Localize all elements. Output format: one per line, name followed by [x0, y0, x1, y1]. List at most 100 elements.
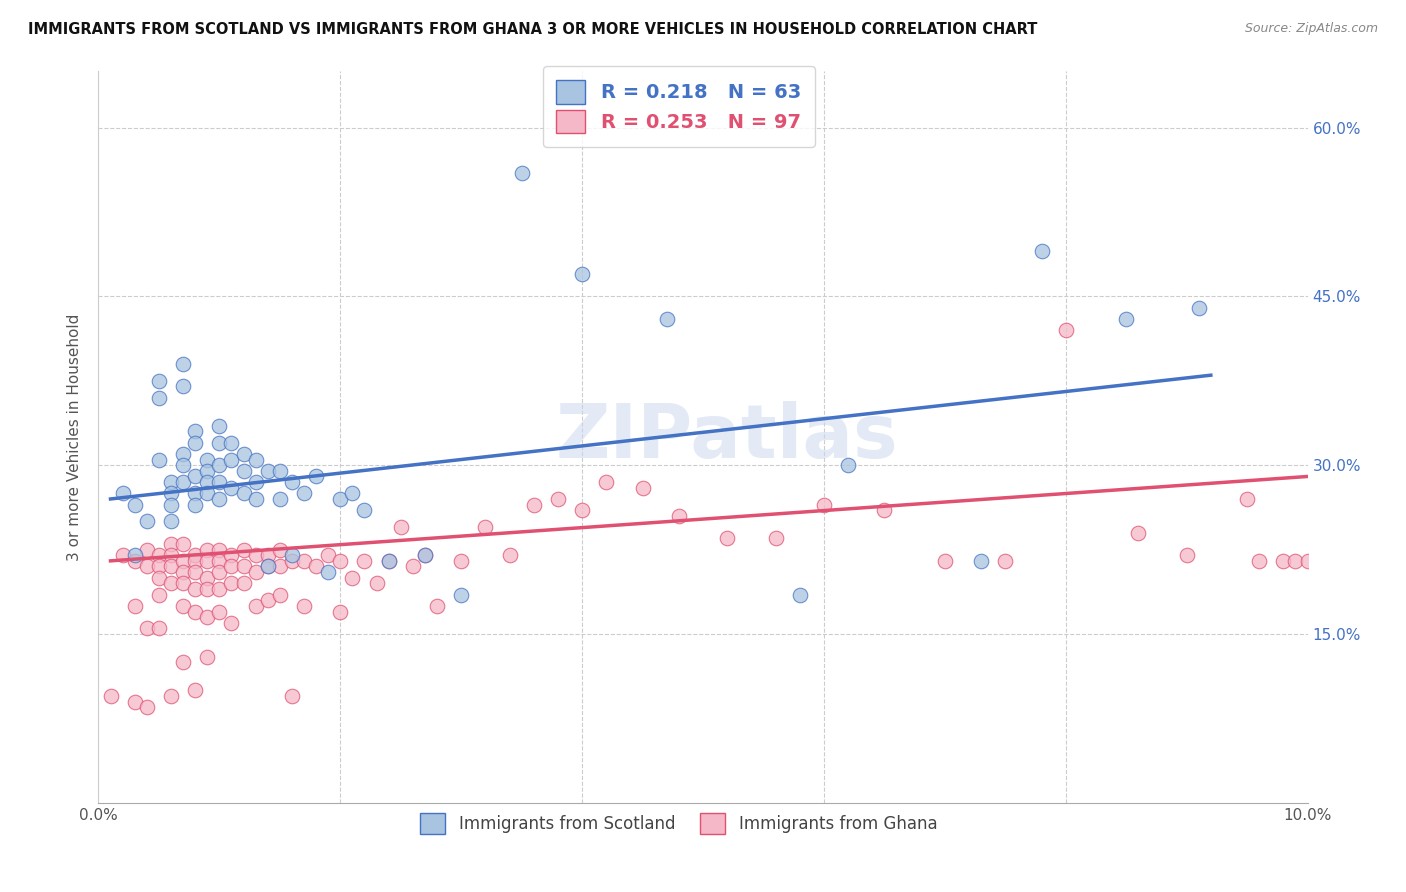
Point: [124, 554, 146, 568]
Point: [111, 548, 134, 562]
Point: [100, 689, 122, 703]
Point: [269, 542, 291, 557]
Point: [571, 503, 593, 517]
Point: [245, 491, 267, 506]
Point: [208, 418, 231, 433]
Point: [172, 537, 194, 551]
Point: [184, 498, 207, 512]
Point: [184, 425, 207, 439]
Point: [269, 491, 291, 506]
Point: [256, 559, 278, 574]
Point: [221, 452, 243, 467]
Point: [934, 554, 956, 568]
Point: [1115, 312, 1137, 326]
Point: [148, 374, 170, 388]
Point: [195, 452, 218, 467]
Point: [316, 565, 339, 579]
Point: [329, 605, 352, 619]
Point: [221, 615, 243, 630]
Point: [232, 576, 254, 591]
Point: [1272, 554, 1295, 568]
Point: [413, 548, 436, 562]
Point: [195, 475, 218, 489]
Point: [292, 554, 315, 568]
Point: [208, 554, 231, 568]
Point: [172, 447, 194, 461]
Point: [269, 464, 291, 478]
Point: [195, 571, 218, 585]
Point: [208, 475, 231, 489]
Point: [413, 548, 436, 562]
Point: [111, 486, 134, 500]
Point: [221, 576, 243, 591]
Point: [245, 548, 267, 562]
Point: [160, 689, 183, 703]
Point: [450, 554, 472, 568]
Point: [292, 486, 315, 500]
Point: [281, 554, 304, 568]
Point: [329, 554, 352, 568]
Point: [184, 548, 207, 562]
Point: [353, 554, 375, 568]
Point: [184, 486, 207, 500]
Point: [377, 554, 399, 568]
Point: [172, 554, 194, 568]
Point: [510, 166, 533, 180]
Point: [281, 475, 304, 489]
Point: [232, 447, 254, 461]
Text: IMMIGRANTS FROM SCOTLAND VS IMMIGRANTS FROM GHANA 3 OR MORE VEHICLES IN HOUSEHOL: IMMIGRANTS FROM SCOTLAND VS IMMIGRANTS F…: [28, 22, 1038, 37]
Point: [595, 475, 617, 489]
Point: [160, 498, 183, 512]
Point: [184, 605, 207, 619]
Point: [256, 548, 278, 562]
Point: [160, 559, 183, 574]
Point: [208, 582, 231, 596]
Point: [124, 498, 146, 512]
Point: [208, 605, 231, 619]
Point: [1188, 301, 1211, 315]
Point: [813, 498, 835, 512]
Point: [124, 599, 146, 613]
Point: [498, 548, 520, 562]
Point: [232, 464, 254, 478]
Point: [221, 559, 243, 574]
Point: [184, 565, 207, 579]
Point: [135, 700, 157, 714]
Point: [208, 491, 231, 506]
Point: [208, 435, 231, 450]
Point: [208, 458, 231, 473]
Point: [160, 475, 183, 489]
Point: [148, 571, 170, 585]
Point: [450, 588, 472, 602]
Point: [631, 481, 654, 495]
Point: [148, 548, 170, 562]
Point: [232, 542, 254, 557]
Point: [184, 554, 207, 568]
Point: [172, 576, 194, 591]
Point: [1054, 323, 1077, 337]
Point: [160, 486, 183, 500]
Point: [172, 379, 194, 393]
Point: [160, 537, 183, 551]
Point: [184, 582, 207, 596]
Point: [523, 498, 546, 512]
Point: [172, 655, 194, 669]
Point: [232, 559, 254, 574]
Point: [195, 486, 218, 500]
Point: [195, 582, 218, 596]
Point: [160, 576, 183, 591]
Point: [184, 469, 207, 483]
Point: [172, 565, 194, 579]
Point: [221, 481, 243, 495]
Point: [366, 576, 388, 591]
Point: [195, 554, 218, 568]
Point: [547, 491, 569, 506]
Point: [148, 559, 170, 574]
Point: [172, 475, 194, 489]
Point: [1031, 244, 1053, 259]
Point: [474, 520, 496, 534]
Point: [269, 588, 291, 602]
Point: [571, 267, 593, 281]
Point: [135, 515, 157, 529]
Point: [994, 554, 1017, 568]
